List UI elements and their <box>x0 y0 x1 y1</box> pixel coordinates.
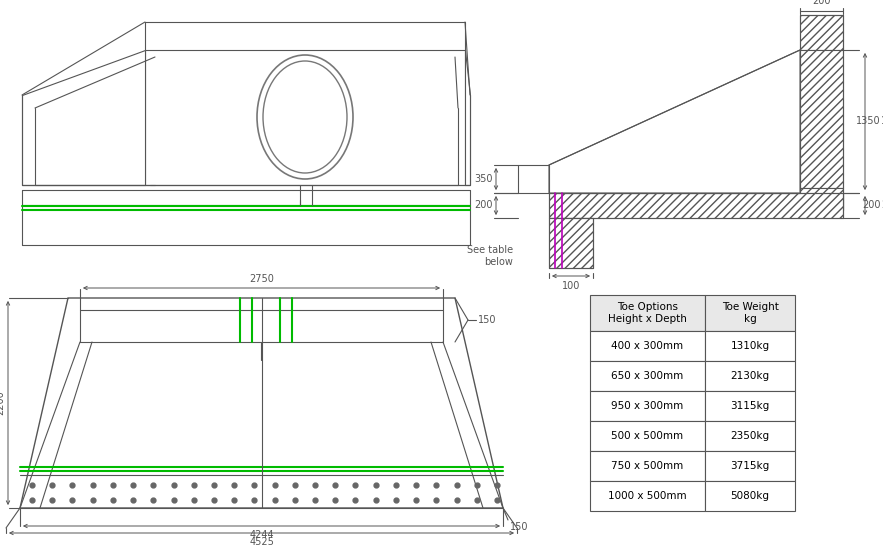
Bar <box>590 421 705 451</box>
Bar <box>705 451 795 481</box>
Text: 950 x 300mm: 950 x 300mm <box>611 401 683 411</box>
Bar <box>549 193 843 218</box>
Bar <box>705 481 795 511</box>
Text: 750 x 500mm: 750 x 500mm <box>611 461 683 471</box>
Polygon shape <box>549 50 800 193</box>
Text: 100: 100 <box>562 281 580 291</box>
Bar <box>590 391 705 421</box>
Ellipse shape <box>263 61 347 173</box>
Bar <box>549 193 843 218</box>
Bar <box>705 331 795 361</box>
Text: 650 x 300mm: 650 x 300mm <box>611 371 683 381</box>
Text: 150: 150 <box>510 522 529 532</box>
Text: 500 x 500mm: 500 x 500mm <box>611 431 683 441</box>
Text: 200: 200 <box>863 201 881 211</box>
Text: 4244: 4244 <box>249 530 274 540</box>
Text: 1000 x 500mm: 1000 x 500mm <box>608 491 687 501</box>
Text: 2130kg: 2130kg <box>730 371 770 381</box>
Bar <box>705 421 795 451</box>
Text: 3715kg: 3715kg <box>730 461 770 471</box>
Bar <box>800 15 843 50</box>
Bar <box>800 15 843 210</box>
Bar <box>705 361 795 391</box>
Bar <box>549 218 593 268</box>
Text: 1310kg: 1310kg <box>730 341 770 351</box>
Text: 2200: 2200 <box>0 390 5 415</box>
Bar <box>800 188 843 210</box>
Text: 5080kg: 5080kg <box>730 491 769 501</box>
Bar <box>549 218 593 268</box>
Bar <box>590 331 705 361</box>
Text: Toe Options
Height x Depth: Toe Options Height x Depth <box>608 302 687 324</box>
Text: 3115kg: 3115kg <box>730 401 770 411</box>
Bar <box>590 361 705 391</box>
Text: Toe Weight
kg: Toe Weight kg <box>721 302 779 324</box>
Text: 2350kg: 2350kg <box>730 431 770 441</box>
Bar <box>590 295 705 331</box>
Text: 200: 200 <box>812 0 831 6</box>
Text: 400 x 300mm: 400 x 300mm <box>611 341 683 351</box>
Text: 2750: 2750 <box>249 274 274 284</box>
Text: 150: 150 <box>478 315 496 325</box>
Text: 350: 350 <box>474 174 493 184</box>
Bar <box>590 481 705 511</box>
Text: 1350: 1350 <box>881 117 883 126</box>
Ellipse shape <box>257 55 353 179</box>
Text: 4525: 4525 <box>249 537 274 547</box>
Text: 200: 200 <box>474 201 493 211</box>
Bar <box>800 50 843 188</box>
Text: 1350: 1350 <box>857 117 881 126</box>
Bar <box>590 451 705 481</box>
Bar <box>705 295 795 331</box>
Bar <box>705 391 795 421</box>
Polygon shape <box>22 50 145 185</box>
Text: See table
below: See table below <box>467 245 513 267</box>
Polygon shape <box>465 50 470 185</box>
Text: 200: 200 <box>881 201 883 211</box>
